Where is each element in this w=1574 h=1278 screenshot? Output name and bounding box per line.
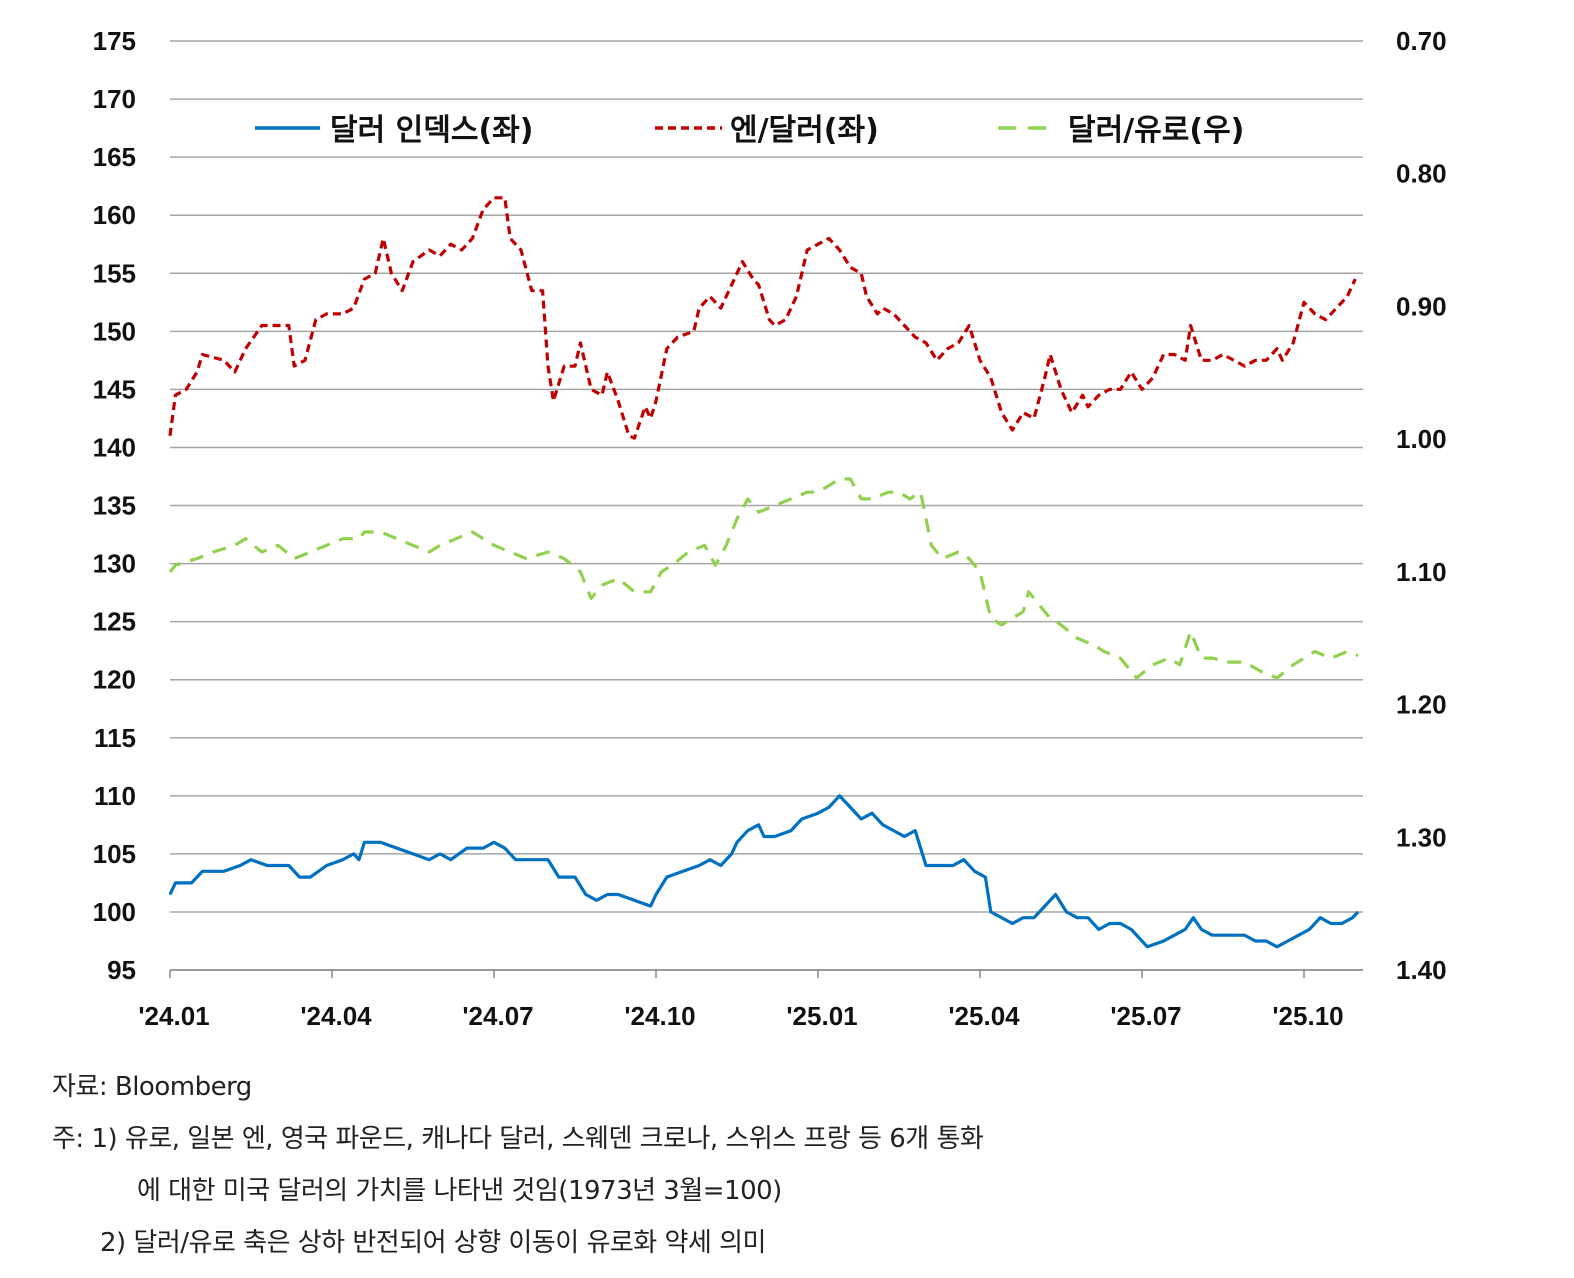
series-line-1 [168, 794, 1360, 949]
left-axis-tick: 155 [93, 258, 136, 288]
left-axis-tick: 170 [93, 84, 136, 114]
x-axis-tick: '25.07 [1110, 1001, 1181, 1031]
right-axis-tick: 1.10 [1396, 557, 1447, 587]
left-axis-tick: 120 [93, 665, 136, 695]
left-axis-tick: 160 [93, 200, 136, 230]
right-axis-tick: 0.90 [1396, 291, 1447, 321]
x-axis-tick: '24.07 [462, 1001, 533, 1031]
left-axis-tick: 135 [93, 491, 136, 521]
x-axis-tick: '25.01 [786, 1001, 857, 1031]
footnote-1-line-2: 에 대한 미국 달러의 가치를 나타낸 것임(1973년 3월=100) [137, 1176, 782, 1206]
footnote-2: 2) 달러/유로 축은 상하 반전되어 상향 이동이 유로화 약세 의미 [100, 1228, 766, 1258]
left-axis-tick: 150 [93, 316, 136, 346]
right-axis-tick: 0.80 [1396, 159, 1447, 189]
right-axis-tick: 1.30 [1396, 822, 1447, 852]
left-axis-tick: 110 [94, 781, 136, 811]
source-note: 자료: Bloomberg [52, 1072, 252, 1102]
left-axis-tick: 140 [93, 432, 136, 462]
x-axis-tick: '24.04 [300, 1001, 372, 1031]
x-axis-tick: '25.10 [1272, 1001, 1343, 1031]
right-axis-tick: 1.20 [1396, 690, 1447, 720]
left-axis-tick: 130 [93, 549, 136, 579]
right-axis-tick: 1.40 [1396, 955, 1447, 985]
x-axis-tick: '24.10 [624, 1001, 695, 1031]
left-axis-tick: 165 [93, 142, 136, 172]
legend-label-1: 달러 인덱스(좌) [330, 113, 533, 148]
left-axis-tick: 115 [94, 723, 136, 753]
x-axis-tick: '24.01 [138, 1001, 209, 1031]
right-axis-tick: 0.70 [1396, 26, 1447, 56]
footnote-1-line-1: 주: 1) 유로, 일본 엔, 영국 파운드, 캐나다 달러, 스웨덴 크로나,… [52, 1124, 984, 1154]
left-axis-tick: 145 [93, 374, 136, 404]
series-line-2 [168, 196, 1357, 440]
left-axis-tick: 105 [93, 839, 136, 869]
left-axis-tick: 95 [107, 955, 136, 985]
fx-line-chart: 95 100 105 110 115 120 125 130 135 140 145 150 155 16… [93, 26, 1447, 1031]
right-axis-tick: 1.00 [1396, 424, 1447, 454]
legend-label-3: 달러/유로(우) [1068, 113, 1244, 148]
x-axis-tick: '25.04 [948, 1001, 1020, 1031]
left-axis-tick: 175 [93, 26, 136, 56]
series-line-3 [168, 477, 1359, 680]
left-axis-tick: 125 [93, 607, 136, 637]
left-axis-tick: 100 [93, 897, 136, 927]
legend-label-2: 엔/달러(좌) [730, 113, 879, 148]
